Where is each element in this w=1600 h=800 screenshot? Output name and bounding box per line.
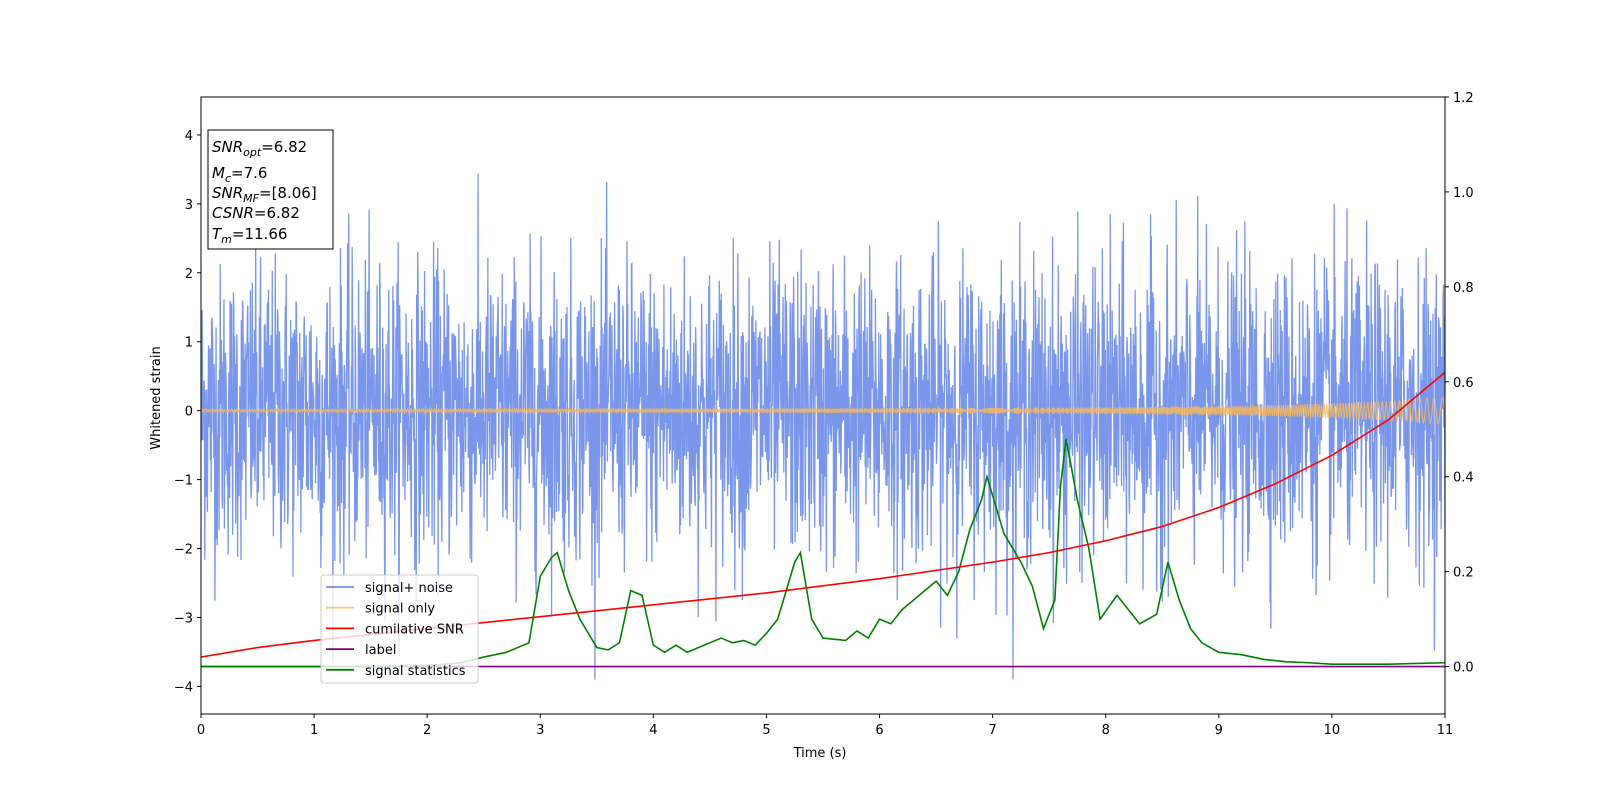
- info-box-line: SNRMF=[8.06]: [212, 184, 317, 205]
- series-signal-statistics-line: [201, 438, 1445, 668]
- legend-label: cumilative SNR: [365, 622, 464, 637]
- y-left-tick-label: 3: [185, 198, 193, 213]
- y-right-tick-label: 1.2: [1453, 91, 1474, 106]
- legend: signal+ noise signal only cumilative SNR la…: [320, 574, 479, 684]
- x-tick-label: 6: [875, 723, 883, 738]
- y-right-tick-label: 0.8: [1453, 281, 1474, 296]
- info-box-frame: [207, 129, 334, 250]
- info-box-line: CSNR=6.82: [212, 204, 300, 222]
- y-right-tick-label: 0.4: [1453, 471, 1474, 486]
- y-right-tick-label: 0.6: [1453, 376, 1474, 391]
- info-box-line: SNRopt=6.82: [212, 138, 307, 159]
- y-left-tick-label: −1: [174, 474, 193, 489]
- axes: 0 1 2 3 4 5 6 7 8 9 10 1143210−1−2−3−41.21.00.80.60…: [174, 91, 1474, 738]
- x-tick-label: 10: [1324, 723, 1341, 738]
- y-left-tick-label: 0: [185, 405, 193, 420]
- x-tick-label: 11: [1437, 723, 1454, 738]
- info-box-line: Tm=11.66: [212, 225, 287, 246]
- x-tick-label: 3: [536, 723, 544, 738]
- y-left-tick-label: −3: [174, 611, 193, 626]
- y-axis-label: Whitened strain: [149, 346, 164, 449]
- y-left-tick-label: 4: [185, 129, 193, 144]
- legend-label: signal+ noise: [365, 581, 453, 596]
- x-tick-label: 1: [310, 723, 318, 738]
- x-tick-label: 9: [1215, 723, 1223, 738]
- legend-label: signal only: [365, 602, 435, 617]
- x-tick-label: 4: [649, 723, 657, 738]
- y-left-tick-label: −4: [174, 680, 193, 695]
- y-left-tick-label: 1: [185, 336, 193, 351]
- y-right-tick-label: 0.0: [1453, 661, 1474, 676]
- x-tick-label: 0: [197, 723, 205, 738]
- legend-label: signal statistics: [365, 664, 466, 679]
- x-tick-label: 7: [988, 723, 996, 738]
- x-tick-label: 8: [1102, 723, 1110, 738]
- x-tick-label: 5: [762, 723, 770, 738]
- legend-label: label: [365, 643, 396, 658]
- y-right-tick-label: 0.2: [1453, 566, 1474, 581]
- legend-frame: [320, 574, 479, 684]
- x-axis-label: Time (s): [793, 746, 847, 761]
- x-tick-label: 2: [423, 723, 431, 738]
- y-right-tick-label: 1.0: [1453, 186, 1474, 201]
- info-box-line: Mc=7.6: [212, 164, 267, 185]
- plot-frame: [200, 96, 1446, 715]
- y-left-tick-label: 2: [185, 267, 193, 282]
- series-signal-only-line: [201, 396, 1445, 425]
- y-left-tick-label: −2: [174, 543, 193, 558]
